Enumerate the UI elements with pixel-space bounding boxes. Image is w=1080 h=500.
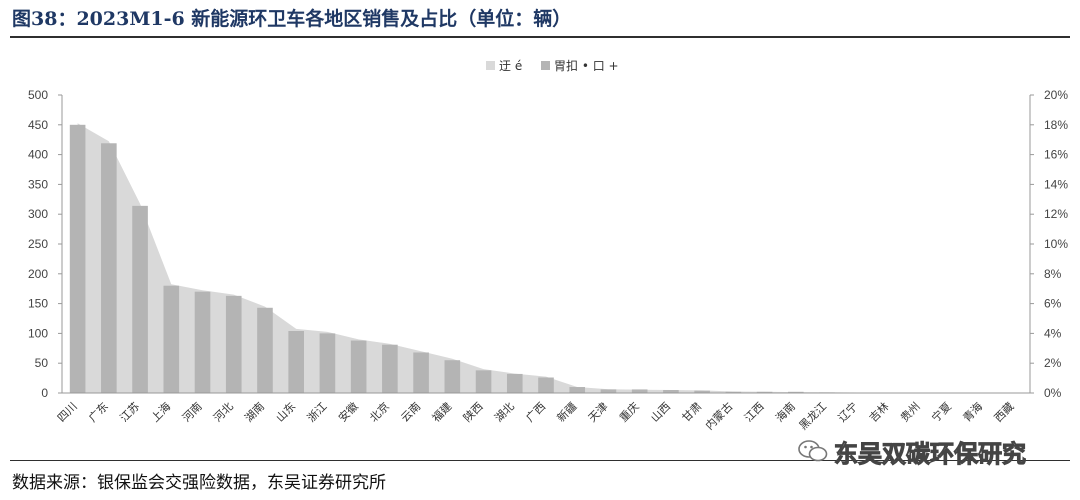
category-label: 吉林 (866, 399, 891, 424)
bar-北京 (382, 344, 398, 393)
figure-title: 图38：2023M1-6 新能源环卫车各地区销售及占比（单位：辆） (12, 8, 572, 30)
right-tick-label: 4% (1044, 326, 1062, 340)
category-label: 宁夏 (929, 399, 954, 424)
category-label: 山西 (648, 400, 673, 425)
category-label: 广西 (523, 400, 548, 425)
legend-label-1: 胃扣 • 口 + (554, 59, 619, 73)
category-label: 安徽 (335, 399, 360, 424)
bar-上海 (163, 285, 180, 393)
left-tick-label: 200 (28, 267, 48, 281)
bar-山西 (663, 390, 679, 393)
share-area-layer (77, 123, 1015, 393)
category-label: 山东 (274, 400, 299, 425)
bar-天津 (600, 389, 617, 393)
bar-新疆 (569, 387, 586, 393)
left-tick-label: 150 (28, 297, 48, 311)
right-tick-label: 6% (1044, 297, 1062, 311)
category-label: 云南 (398, 400, 423, 425)
bar-河北 (225, 295, 242, 393)
category-label: 天津 (586, 400, 611, 425)
category-label: 江苏 (117, 400, 142, 425)
bar-重庆 (631, 389, 648, 393)
category-label: 江西 (742, 400, 767, 425)
bar-四川 (69, 124, 86, 394)
legend-label-0: 迂 é (499, 59, 522, 73)
right-tick-label: 8% (1044, 267, 1062, 281)
category-label: 湖北 (492, 400, 517, 425)
watermark: 东吴双碳环保研究 (798, 436, 1027, 468)
title-divider (10, 36, 1070, 38)
bar-江苏 (132, 205, 148, 393)
bar-湖北 (506, 373, 523, 393)
category-label: 河北 (211, 400, 236, 425)
right-tick-label: 14% (1044, 177, 1068, 191)
right-tick-label: 0% (1044, 386, 1062, 400)
bar-海南 (788, 391, 804, 393)
category-label: 海南 (772, 399, 797, 424)
left-tick-label: 300 (28, 207, 48, 221)
chart: 迂 é 胃扣 • 口 + 0 50 100 150 200 250 300 350 400 450 5… (28, 59, 1068, 433)
category-label: 福建 (429, 399, 454, 424)
bar-内蒙古 (725, 391, 742, 393)
right-tick-label: 16% (1044, 148, 1068, 162)
category-label: 黑龙江 (797, 400, 830, 433)
bar-云南 (413, 352, 429, 393)
category-label: 重庆 (616, 399, 641, 424)
category-label: 广东 (86, 400, 111, 425)
left-tick-label: 500 (28, 88, 48, 102)
category-label: 北京 (367, 399, 392, 424)
category-label: 上海 (148, 399, 173, 424)
left-tick-label: 50 (35, 356, 49, 370)
bar-江西 (756, 391, 773, 393)
bar-河南 (194, 291, 211, 393)
bar-浙江 (319, 333, 336, 393)
category-label: 西藏 (992, 400, 1017, 425)
left-tick-label: 250 (28, 237, 48, 251)
category-label: 甘肃 (680, 400, 705, 425)
source-note: 数据来源：银保监会交强险数据，东吴证券研究所 (12, 473, 386, 493)
left-tick-label: 100 (28, 326, 48, 340)
right-tick-label: 18% (1044, 118, 1068, 132)
share-area (77, 123, 1015, 393)
category-label: 新疆 (554, 399, 579, 424)
footer-divider (10, 460, 1070, 461)
wechat-icon (798, 440, 828, 462)
bar-山东 (288, 331, 304, 393)
bar-福建 (444, 360, 461, 393)
bar-安徽 (350, 340, 367, 393)
category-label: 浙江 (305, 400, 330, 425)
left-tick-label: 400 (28, 148, 48, 162)
category-label: 内蒙古 (702, 399, 735, 432)
legend-swatch-1 (541, 61, 550, 70)
category-label: 河南 (180, 400, 205, 425)
sales-bar-layer (69, 124, 835, 394)
left-tick-label: 0 (41, 386, 48, 400)
watermark-text: 东吴双碳环保研究 (834, 439, 1027, 468)
right-tick-label: 20% (1044, 88, 1068, 102)
category-label: 陕西 (460, 399, 485, 424)
left-tick-label: 350 (28, 177, 48, 191)
category-label: 青海 (960, 399, 985, 424)
bar-广西 (538, 377, 554, 393)
legend-swatch-0 (486, 61, 495, 70)
bar-甘肃 (694, 390, 710, 393)
chart-legend: 迂 é 胃扣 • 口 + (486, 59, 619, 73)
right-tick-label: 2% (1044, 356, 1062, 370)
category-label: 贵州 (898, 400, 923, 425)
category-label: 辽宁 (835, 399, 860, 424)
bar-湖南 (257, 307, 273, 393)
right-tick-label: 10% (1044, 237, 1068, 251)
bar-广东 (101, 143, 117, 393)
bar-陕西 (475, 370, 492, 393)
left-tick-label: 450 (28, 118, 48, 132)
category-label: 湖南 (242, 400, 267, 425)
category-label: 四川 (55, 400, 80, 425)
right-tick-label: 12% (1044, 207, 1068, 221)
